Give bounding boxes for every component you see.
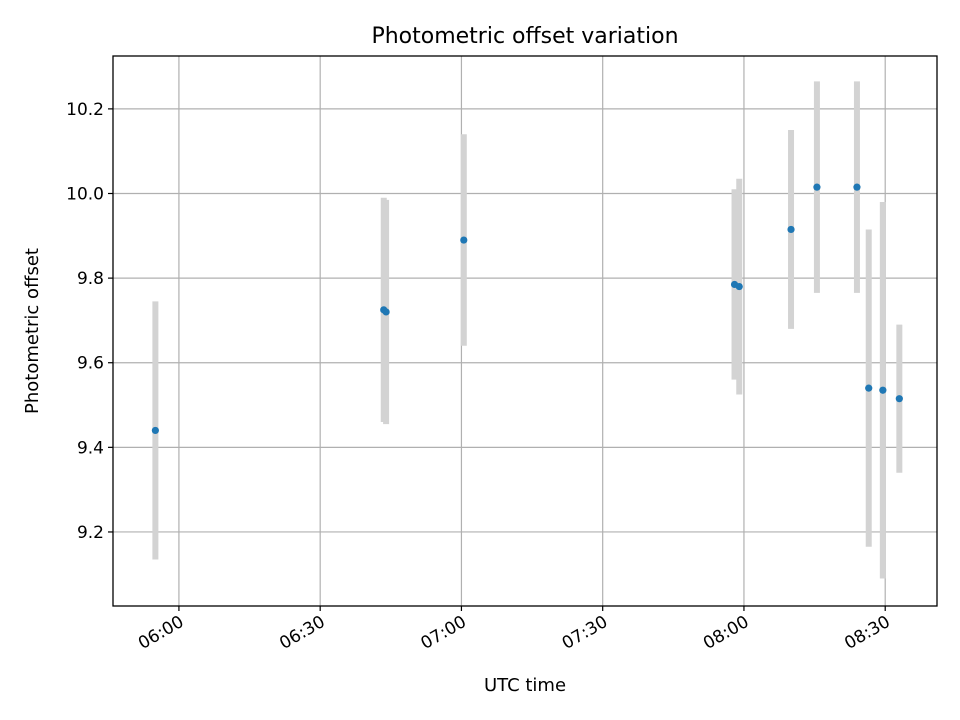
data-point — [382, 308, 390, 316]
data-points — [151, 183, 903, 435]
data-point — [853, 183, 861, 191]
data-point — [813, 183, 821, 191]
y-tick-label: 9.8 — [77, 269, 104, 289]
x-tick-label: 08:00 — [700, 612, 752, 654]
data-point — [865, 384, 873, 392]
y-tick-label: 9.4 — [77, 438, 104, 458]
y-tick-label: 9.2 — [77, 523, 104, 543]
x-tick-label: 06:30 — [276, 612, 328, 654]
x-tick-label: 07:30 — [559, 612, 611, 654]
data-point — [735, 282, 743, 291]
data-point — [879, 386, 887, 394]
chart-title: Photometric offset variation — [371, 24, 678, 49]
x-tick-label: 07:00 — [417, 612, 469, 654]
x-axis-label: UTC time — [484, 675, 566, 696]
y-tick-label: 10.0 — [66, 185, 104, 205]
data-point — [895, 395, 903, 403]
data-point — [151, 426, 159, 435]
y-tick-label: 10.2 — [66, 100, 104, 120]
y-axis-ticks: 9.2 9.4 9.6 9.8 10.0 10.2 — [66, 100, 113, 543]
plot-frame — [112, 55, 938, 607]
grid-lines — [113, 56, 937, 606]
y-tick-label: 9.6 — [77, 354, 104, 374]
error-bars — [152, 81, 903, 579]
y-axis-label: Photometric offset — [22, 248, 43, 414]
x-tick-label: 08:30 — [841, 612, 893, 654]
x-tick-label: 06:00 — [135, 612, 187, 654]
x-axis-ticks: 06:00 06:30 07:00 07:30 08:00 08:30 — [135, 606, 894, 654]
data-point — [460, 236, 468, 244]
data-point — [787, 225, 795, 234]
